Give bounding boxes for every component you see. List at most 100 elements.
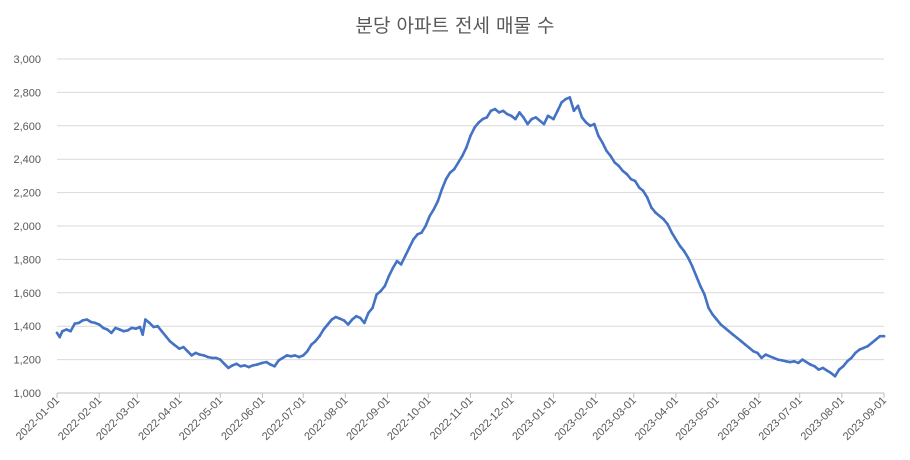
data-point <box>813 365 816 368</box>
data-point <box>457 161 460 164</box>
data-point <box>255 363 259 366</box>
data-point <box>69 329 72 333</box>
data-point <box>514 117 517 121</box>
data-point <box>285 354 289 357</box>
data-point <box>666 223 669 226</box>
data-point <box>690 264 694 268</box>
data-point <box>792 360 796 363</box>
data-point <box>399 263 403 266</box>
data-point <box>465 146 468 149</box>
data-point <box>375 293 378 296</box>
data-point <box>412 238 415 241</box>
x-tick-label: 2022-08-01 <box>302 395 350 443</box>
data-point <box>493 107 497 111</box>
data-point <box>440 188 444 191</box>
data-point <box>621 169 625 173</box>
data-point <box>686 256 690 260</box>
data-point <box>110 331 113 335</box>
data-point <box>825 369 829 372</box>
data-point <box>359 316 362 320</box>
data-point <box>106 328 109 331</box>
data-point <box>538 119 542 123</box>
data-point <box>601 141 604 144</box>
data-point <box>564 97 567 101</box>
data-point <box>748 346 751 350</box>
data-point <box>122 329 125 333</box>
data-point <box>206 355 210 359</box>
x-tick-label: 2023-05-01 <box>674 395 722 443</box>
y-axis-ticks: 1,000 1,200 1,400 1,600 1,800 2,000 2,200 2,400… <box>13 54 41 400</box>
data-point <box>878 334 882 338</box>
gridlines <box>57 58 884 361</box>
x-tick-label: 2022-05-01 <box>177 395 225 443</box>
data-point <box>436 199 440 203</box>
data-point <box>265 360 268 364</box>
data-point <box>469 134 472 138</box>
data-point <box>850 356 853 360</box>
data-point <box>707 306 710 310</box>
x-tick-label: 2023-08-01 <box>799 395 847 443</box>
data-point <box>172 343 176 346</box>
data-point <box>130 326 134 330</box>
data-point <box>190 354 193 357</box>
data-point <box>625 172 629 176</box>
data-point <box>55 331 59 335</box>
data-point <box>546 114 550 118</box>
data-point <box>198 353 202 356</box>
data-point <box>416 233 419 236</box>
data-point <box>334 315 338 319</box>
data-point <box>530 117 533 121</box>
y-tick-label: 2,200 <box>13 188 41 200</box>
data-point <box>568 96 572 99</box>
x-tick-label: 2022-10-01 <box>385 395 433 443</box>
data-point <box>801 358 804 361</box>
data-point <box>77 321 81 325</box>
data-point <box>542 122 546 126</box>
x-tick-label: 2022-01-01 <box>14 395 62 443</box>
data-point <box>277 359 281 362</box>
data-point <box>862 346 865 350</box>
data-point <box>58 335 61 339</box>
data-point <box>678 244 682 248</box>
data-point <box>371 306 374 310</box>
data-point <box>424 224 427 228</box>
data-point <box>223 362 226 366</box>
data-point <box>641 189 645 193</box>
data-point <box>526 122 529 126</box>
data-point <box>744 343 747 346</box>
data-point <box>97 323 101 326</box>
data-point <box>522 116 525 119</box>
data-point <box>403 254 407 258</box>
data-point <box>281 356 285 360</box>
x-tick-label: 2023-09-01 <box>841 395 889 443</box>
data-point <box>310 343 313 346</box>
x-tick-label: 2023-07-01 <box>757 395 805 443</box>
data-point <box>330 318 334 321</box>
data-point <box>210 356 214 360</box>
data-point <box>346 323 350 326</box>
data-point <box>874 338 878 341</box>
data-point <box>646 196 649 199</box>
y-tick-label: 3,000 <box>13 54 41 66</box>
data-point <box>73 322 76 326</box>
data-point <box>837 368 841 371</box>
data-point <box>251 364 255 367</box>
data-point <box>674 238 678 241</box>
data-point <box>126 329 129 332</box>
data-point <box>809 363 812 366</box>
data-point <box>846 360 849 363</box>
data-point <box>322 328 325 331</box>
data-point <box>81 319 85 322</box>
data-point <box>584 121 588 124</box>
data-point <box>383 284 387 288</box>
data-point <box>144 318 147 321</box>
data-point <box>597 134 600 138</box>
data-point <box>776 358 780 361</box>
data-point <box>289 355 293 358</box>
data-point <box>854 351 857 355</box>
data-point <box>239 365 242 368</box>
data-point <box>461 154 464 158</box>
chart-title: 분당 아파트 전세 매물 수 <box>356 15 555 37</box>
data-point <box>841 365 845 368</box>
